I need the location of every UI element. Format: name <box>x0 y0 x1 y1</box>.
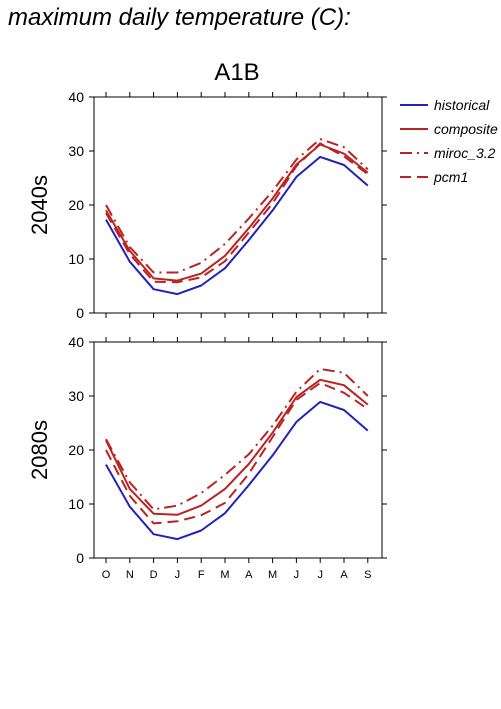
x-tick-label: F <box>198 569 205 581</box>
plot-frame <box>93 96 383 314</box>
y-tick-label: 0 <box>76 305 84 321</box>
chart-panels: 0 10 20 30 40 2040s 0 10 20 30 40 O N D J F M A M J J A S 2080s <box>27 89 387 581</box>
y-tick-label: 20 <box>68 442 84 458</box>
x-tick-label: A <box>245 569 253 581</box>
x-tick-label: D <box>150 569 158 581</box>
x-tick-label: J <box>294 569 300 581</box>
series-line-pcm1 <box>105 142 369 284</box>
panel-label: 2040s <box>27 175 52 235</box>
y-tick-label: 40 <box>68 334 84 350</box>
y-tick-label: 30 <box>68 143 84 159</box>
legend-label-historical: historical <box>434 97 490 113</box>
legend-label-composite: composite <box>434 121 498 137</box>
x-tick-label: J <box>317 569 323 581</box>
x-tick-label: S <box>364 569 371 581</box>
plot-frame <box>93 341 383 559</box>
x-tick-label: M <box>268 569 277 581</box>
x-tick-label: J <box>175 569 181 581</box>
page-title: maximum daily temperature (C): <box>8 4 351 31</box>
y-tick-label: 10 <box>68 251 84 267</box>
chart-legend: historical composite miroc_3.2 pcm1 <box>400 97 498 185</box>
panel-2040s: 0 10 20 30 40 2040s <box>27 89 387 321</box>
series-line-composite <box>105 143 369 282</box>
x-tick-label: M <box>220 569 229 581</box>
y-tick-label: 30 <box>68 388 84 404</box>
series-line-miroc_3.2 <box>105 138 369 274</box>
x-tick-label: N <box>126 569 134 581</box>
series-line-historical <box>105 155 369 296</box>
legend-label-pcm1: pcm1 <box>433 169 468 185</box>
y-tick-label: 0 <box>76 550 84 566</box>
y-tick-label: 40 <box>68 89 84 105</box>
y-tick-label: 20 <box>68 197 84 213</box>
series-line-historical <box>105 400 369 541</box>
y-tick-label: 10 <box>68 496 84 512</box>
panel-label: 2080s <box>27 420 52 480</box>
legend-label-miroc_3.2: miroc_3.2 <box>434 145 496 161</box>
series-line-miroc_3.2 <box>105 368 369 511</box>
x-tick-label: A <box>340 569 348 581</box>
x-tick-label: O <box>102 569 111 581</box>
panel-2080s: 0 10 20 30 40 O N D J F M A M J J A S 2080s <box>27 334 387 581</box>
scenario-title: A1B <box>214 59 259 86</box>
series-line-composite <box>105 378 369 516</box>
